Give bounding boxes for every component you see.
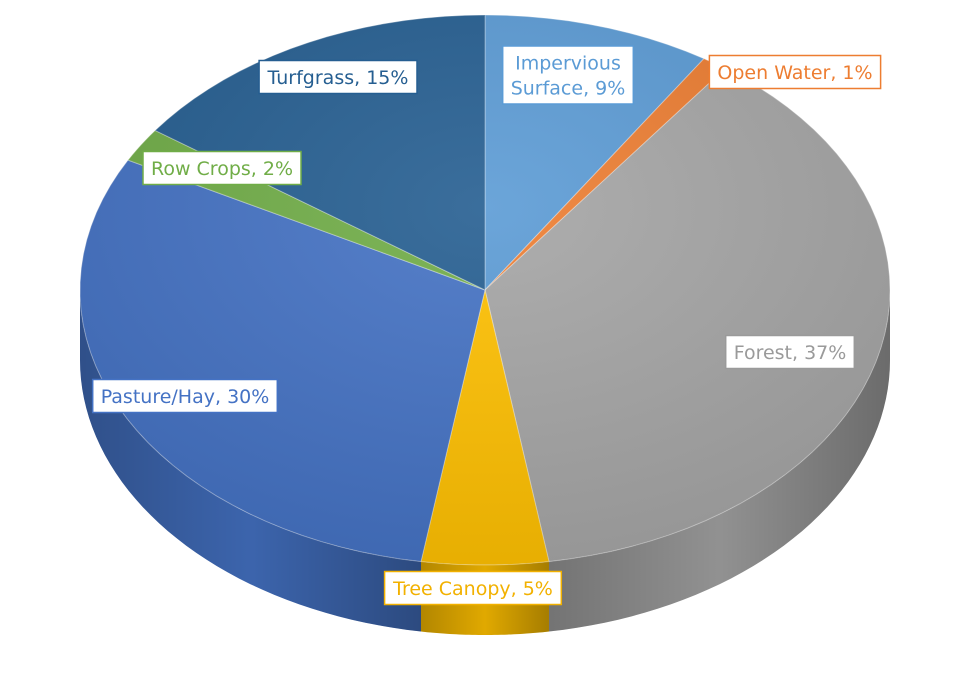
data-label-text: Impervious <box>515 53 621 75</box>
pie-side-shade-2 <box>548 290 890 632</box>
data-label-text: Turfgrass, 15% <box>267 67 409 89</box>
data-label-text: Tree Canopy, 5% <box>392 578 553 600</box>
data-label-forest: Forest, 37% <box>724 334 856 370</box>
data-labels: Impervious Surface, 9% Open Water, 1% Fores… <box>91 45 882 606</box>
data-label-text: Open Water, 1% <box>717 62 872 84</box>
data-label-text: Surface, 9% <box>511 78 626 100</box>
data-label-text: Row Crops, 2% <box>151 158 293 180</box>
data-label-text: Pasture/Hay, 30% <box>101 386 270 408</box>
data-label-pasture-hay: Pasture/Hay, 30% <box>91 378 279 414</box>
pie-slices <box>79 14 891 566</box>
data-label-tree-canopy: Tree Canopy, 5% <box>383 570 563 606</box>
pie-top-shade <box>80 15 890 565</box>
data-label-text: Forest, 37% <box>734 342 847 364</box>
data-label-turfgrass: Turfgrass, 15% <box>258 59 418 95</box>
pie-side-shade-4 <box>80 290 422 632</box>
data-label-row-crops: Row Crops, 2% <box>142 150 302 186</box>
data-label-open-water: Open Water, 1% <box>708 54 882 90</box>
data-label-impervious-surface: Impervious Surface, 9% <box>501 45 635 105</box>
